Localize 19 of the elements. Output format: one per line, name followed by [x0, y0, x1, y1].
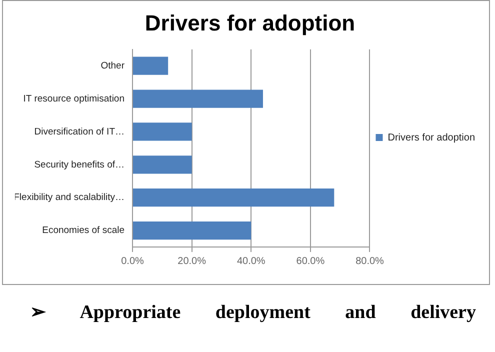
x-tick-label: 60.0% [296, 256, 325, 267]
bar [133, 221, 252, 240]
y-tick-label: IT resource optimisation [23, 93, 124, 104]
chart-title: Drivers for adoption [144, 10, 356, 36]
x-tick-label: 20.0% [178, 256, 206, 267]
x-tick-label: 0.0% [121, 256, 144, 267]
bar [133, 90, 263, 108]
y-tick-label: Economies of scale [42, 225, 124, 236]
bar [133, 56, 168, 75]
bar [133, 156, 192, 174]
y-tick-label: Diversification of IT… [34, 126, 124, 138]
bar [133, 188, 334, 207]
legend-label: Drivers for adoption [388, 132, 476, 144]
bar [133, 122, 192, 141]
text: ➢ Appropriate deployment and delivery [30, 301, 477, 324]
y-tick-label: Security benefits of… [34, 159, 124, 170]
x-tick-label: 40.0% [236, 256, 266, 267]
y-tick-label: Other [100, 60, 124, 72]
x-tick-label: 80.0% [356, 256, 384, 267]
